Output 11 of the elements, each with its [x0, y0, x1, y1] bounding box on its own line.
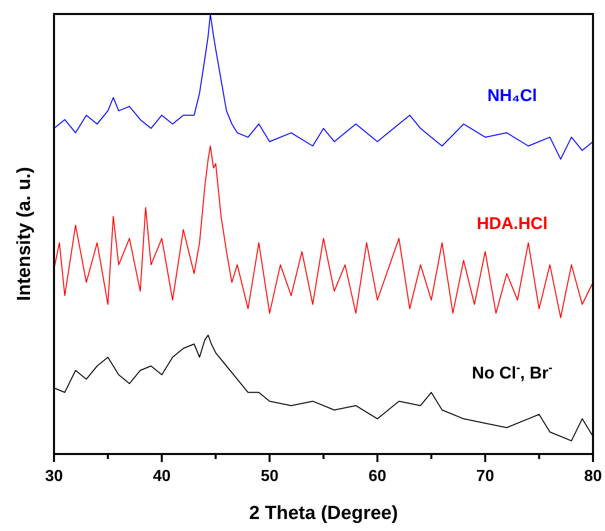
text: No Cl$^{-}$, Br$^{-}$ [472, 360, 553, 382]
series-label: HDA.HCl [476, 214, 548, 233]
y-axis-title: Intensity (a. u.) [14, 166, 35, 302]
x-tick-label: 30 [45, 468, 63, 485]
x-axis-title: 2 Theta (Degree) [249, 503, 398, 524]
x-tick-label: 60 [368, 468, 386, 485]
x-tick-label: 80 [584, 468, 602, 485]
x-tick-label: 40 [152, 468, 171, 485]
series-label: NH₄Cl [487, 86, 537, 106]
x-tick-label: 70 [476, 468, 494, 485]
x-tick-label: 50 [260, 468, 279, 485]
